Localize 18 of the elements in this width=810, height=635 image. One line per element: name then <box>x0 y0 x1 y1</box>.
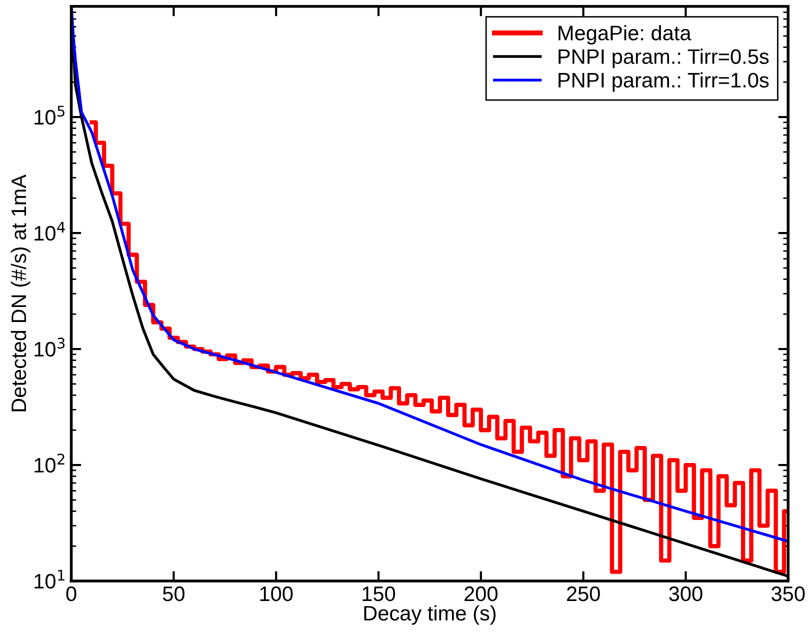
x-tick-label: 350 <box>772 586 805 602</box>
x-tick-label: 150 <box>362 586 396 602</box>
legend-label: MegaPie: data <box>558 25 692 45</box>
x-tick-label: 100 <box>260 586 293 602</box>
x-axis-title: Decay time (s) <box>364 605 496 625</box>
y-tick-label: 10$^{1}$ <box>34 570 64 589</box>
y-tick-label: 10$^{2}$ <box>34 454 64 473</box>
y-tick-label: 10$^{3}$ <box>34 338 65 357</box>
x-tick-label: 50 <box>162 586 184 602</box>
x-tick-label: 250 <box>566 586 600 602</box>
x-tick-label: 200 <box>464 586 498 602</box>
y-axis-title: Detected DN (#/s) at 1mA <box>10 174 30 412</box>
y-tick-label: 10$^{4}$ <box>34 222 65 241</box>
legend-label: PNPI param.: Tirr=1.0s <box>558 72 769 92</box>
x-tick-label: 0 <box>66 586 76 602</box>
x-tick-label: 300 <box>669 586 702 602</box>
legend-label: PNPI param.: Tirr=0.5s <box>558 48 769 68</box>
y-tick-label: 10$^{5}$ <box>34 106 64 125</box>
